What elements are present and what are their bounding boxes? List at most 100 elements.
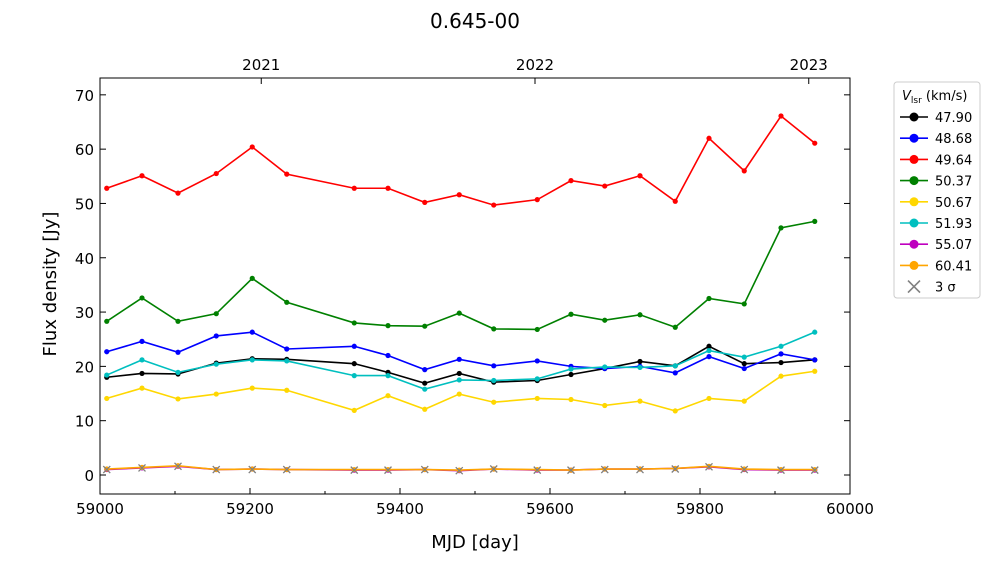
sigma-marker: [455, 466, 464, 475]
data-point: [812, 218, 818, 224]
data-point: [602, 364, 608, 370]
data-point: [534, 326, 540, 333]
data-point: [672, 363, 678, 369]
legend-marker: [909, 112, 919, 122]
series-49.64: [104, 113, 818, 208]
legend-marker: [909, 176, 919, 186]
sigma-marker: [489, 465, 498, 473]
data-point: [812, 140, 818, 146]
sigma-marker: [282, 465, 291, 474]
sigma-marker: [810, 466, 819, 475]
data-point: [351, 320, 357, 326]
data-point: [741, 301, 747, 307]
data-point: [422, 367, 428, 373]
data-point: [812, 368, 818, 374]
plot-frame: [99, 77, 851, 495]
data-point: [706, 395, 712, 402]
data-point: [672, 324, 678, 330]
data-point: [637, 312, 643, 318]
data-point: [213, 170, 219, 177]
data-point: [456, 356, 462, 362]
data-point: [778, 373, 784, 379]
data-point: [385, 352, 391, 359]
data-point: [249, 144, 255, 150]
data-point: [568, 366, 574, 372]
sigma-marker: [567, 466, 575, 475]
series-line: [106, 370, 815, 412]
data-point: [741, 398, 747, 404]
data-point: [385, 373, 391, 379]
data-point: [456, 370, 462, 377]
sigma-marker: [533, 466, 542, 475]
data-point: [602, 317, 608, 323]
series-50.67: [104, 368, 818, 414]
legend-item-51.93: 51.93: [900, 217, 972, 232]
data-point: [812, 329, 818, 335]
y-tick-label: 40: [75, 250, 94, 268]
legend-label: 48.68: [935, 132, 972, 147]
data-point: [637, 364, 643, 371]
data-point: [602, 183, 608, 189]
data-point: [213, 311, 219, 317]
data-point: [741, 168, 747, 174]
data-point: [104, 318, 110, 324]
data-point: [778, 359, 784, 366]
legend-label: 3 σ: [935, 281, 956, 296]
data-point: [456, 192, 462, 198]
sigma-marker: [777, 466, 785, 475]
y-axis-label: Flux density [Jy]: [40, 212, 61, 357]
data-point: [637, 173, 643, 179]
x-tick-label: 60000: [826, 500, 874, 518]
data-point: [139, 173, 145, 179]
data-point: [534, 358, 540, 364]
data-point: [706, 295, 712, 302]
data-point: [351, 407, 357, 413]
legend-marker: [909, 239, 919, 249]
data-point: [175, 396, 181, 402]
series-3sigma: [102, 462, 819, 475]
data-point: [104, 372, 110, 378]
data-point: [741, 361, 747, 367]
series-line: [106, 345, 815, 385]
data-point: [284, 346, 290, 352]
series-50.37: [104, 218, 818, 333]
x-tick-label: 59400: [376, 500, 424, 518]
data-point: [175, 318, 181, 324]
legend-label: 50.67: [935, 196, 972, 211]
sigma-marker: [102, 465, 111, 474]
data-point: [491, 202, 497, 208]
legend-label: 50.37: [935, 175, 972, 190]
legend-item-55.07: 55.07: [900, 238, 972, 253]
data-point: [602, 402, 608, 409]
legend-label: 51.93: [935, 217, 972, 232]
y-tick-label: 10: [75, 413, 94, 431]
sigma-marker: [740, 465, 749, 474]
legend-marker: [909, 154, 919, 164]
data-point: [139, 338, 145, 344]
data-point: [104, 185, 110, 191]
top-tick-label: 2021: [242, 56, 280, 74]
legend-label: 60.41: [935, 259, 972, 274]
legend-x-marker: [907, 280, 921, 294]
data-point: [778, 351, 784, 357]
y-tick-label: 20: [75, 358, 94, 376]
data-point: [175, 190, 181, 196]
data-point: [284, 171, 290, 177]
data-point: [175, 369, 181, 375]
x-tick-label: 59000: [76, 500, 124, 518]
sigma-marker: [384, 466, 392, 475]
legend-label: 55.07: [935, 238, 972, 253]
series-line: [106, 464, 815, 471]
sigma-marker: [212, 465, 221, 474]
legend-marker: [909, 197, 919, 207]
sigma-marker: [248, 465, 257, 474]
data-point: [534, 395, 540, 402]
y-tick-label: 0: [84, 467, 94, 485]
data-point: [568, 371, 574, 378]
data-point: [139, 357, 145, 363]
series-line: [106, 331, 816, 391]
data-point: [422, 406, 428, 412]
data-point: [778, 343, 784, 349]
